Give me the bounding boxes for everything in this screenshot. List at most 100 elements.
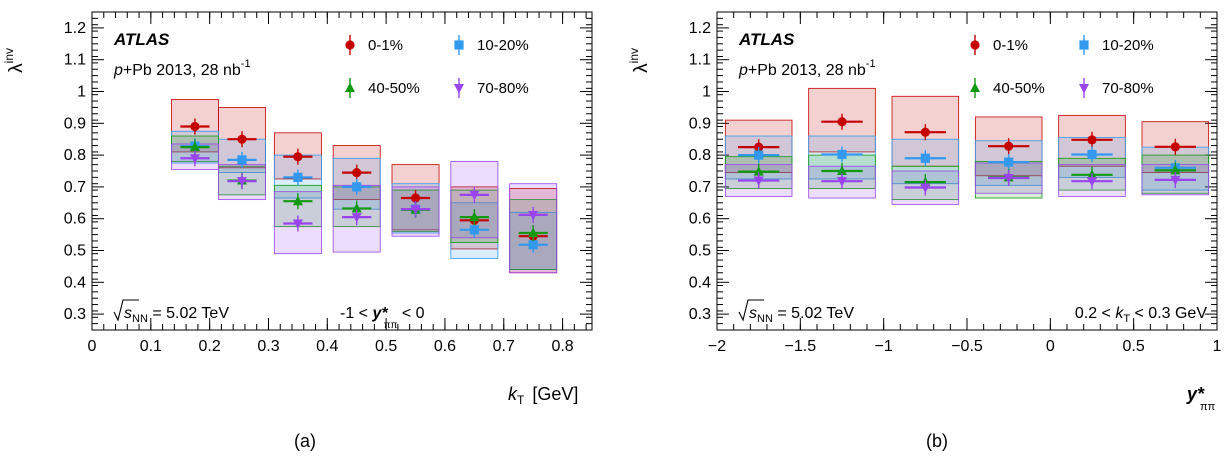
selection-label-sub: T bbox=[1123, 313, 1130, 325]
y-tick-label: 1.1 bbox=[64, 52, 86, 69]
panel-a-caption: (a) bbox=[294, 431, 316, 451]
marker-square bbox=[837, 149, 847, 160]
marker-triangle-down bbox=[237, 177, 247, 187]
atlas-label: ATLAS bbox=[113, 30, 170, 49]
y-tick-label: 0.5 bbox=[689, 243, 711, 260]
y-tick-label: 0.3 bbox=[64, 306, 86, 323]
marker-circle bbox=[1004, 141, 1014, 151]
y-tick-label: 0.9 bbox=[64, 115, 86, 132]
marker-circle bbox=[970, 40, 980, 50]
marker-square bbox=[1079, 40, 1089, 50]
x-tick-label: 1 bbox=[1213, 338, 1222, 355]
dataset-label-main: +Pb 2013, 28 nb bbox=[123, 62, 241, 79]
x-tick-label: 0 bbox=[88, 338, 97, 355]
y-tick-label: 1 bbox=[702, 84, 711, 101]
legend-label: 0-1% bbox=[993, 37, 1028, 54]
panel-b-caption: (b) bbox=[926, 431, 948, 451]
x-axis-label-main: y* bbox=[1186, 384, 1205, 404]
selection-label: 0.2 < kT < 0.3 GeV bbox=[1075, 305, 1207, 325]
y-tick-label: 0.9 bbox=[689, 115, 711, 132]
y-axis-label-main: λ bbox=[631, 63, 652, 73]
marker-circle bbox=[345, 40, 355, 50]
x-tick-label: −1.5 bbox=[785, 338, 817, 355]
marker-triangle-up bbox=[837, 165, 847, 175]
marker-triangle-down bbox=[528, 210, 539, 221]
legend-label: 40-50% bbox=[368, 80, 420, 97]
marker-triangle-down bbox=[920, 183, 931, 194]
selection-label-sub: ππ bbox=[384, 320, 398, 331]
marker-square bbox=[754, 150, 764, 160]
y-tick-label: 0.5 bbox=[64, 243, 86, 260]
y-tick-label: 0.7 bbox=[64, 179, 86, 196]
x-axis-label: y* ππ bbox=[1186, 384, 1216, 413]
dataset-label: p+Pb 2013, 28 nb-1 bbox=[113, 58, 251, 79]
legend-label: 70-80% bbox=[477, 80, 529, 97]
marker-square bbox=[920, 153, 930, 163]
selection-label-var: y* bbox=[371, 305, 388, 322]
y-axis-label: λinv bbox=[627, 48, 652, 73]
marker-triangle-up bbox=[1170, 164, 1181, 175]
y-tick-label: 0.8 bbox=[64, 147, 86, 164]
panel-b: (b) 0.3 0.4 0.5 0.6 0.7 0.8 0.9 1 1.1 1.2 −2 −1.5 −1… bbox=[627, 11, 1222, 451]
energy-label-value: = 5.02 TeV bbox=[773, 305, 854, 322]
marker-square bbox=[1087, 149, 1097, 160]
x-tick-label: 0 bbox=[1046, 338, 1055, 355]
selection-label: -1 < y* ππ < 0 bbox=[340, 305, 425, 331]
dataset-label-sup: -1 bbox=[241, 58, 251, 70]
y-tick-label: 0.8 bbox=[689, 147, 711, 164]
legend-label: 0-1% bbox=[368, 37, 403, 54]
dataset-label-sup: -1 bbox=[866, 58, 876, 70]
y-tick-label: 1.2 bbox=[689, 20, 711, 37]
energy-label-sub: NN bbox=[132, 313, 148, 325]
energy-label-s: s bbox=[749, 305, 757, 322]
energy-label: sNN = 5.02 TeV bbox=[124, 305, 229, 325]
dataset-label-main: +Pb 2013, 28 nb bbox=[748, 62, 866, 79]
y-tick-label: 0.7 bbox=[689, 179, 711, 196]
marker-triangle-down bbox=[1087, 177, 1097, 187]
x-tick-label: 0.1 bbox=[140, 338, 162, 355]
marker-triangle-down bbox=[753, 176, 764, 187]
y-tick-label: 0.6 bbox=[689, 211, 711, 228]
x-axis-label-sub: ππ bbox=[1200, 401, 1216, 413]
marker-circle bbox=[293, 152, 303, 162]
dataset-label-p: p bbox=[113, 62, 123, 79]
marker-circle bbox=[1170, 142, 1180, 152]
atlas-label: ATLAS bbox=[738, 30, 795, 49]
marker-triangle-down bbox=[351, 213, 362, 223]
marker-triangle-up bbox=[469, 211, 480, 222]
marker-triangle-down bbox=[292, 219, 303, 229]
marker-circle bbox=[920, 127, 930, 137]
x-tick-label: 0.6 bbox=[434, 338, 456, 355]
legend-label: 10-20% bbox=[1102, 37, 1154, 54]
sqrt-symbol bbox=[113, 299, 139, 322]
x-tick-label: 0.4 bbox=[316, 338, 338, 355]
marker-square bbox=[293, 172, 303, 182]
marker-square bbox=[237, 155, 247, 165]
marker-triangle-up bbox=[528, 227, 539, 238]
marker-triangle-down bbox=[837, 177, 847, 187]
x-axis-label: kT [GeV] bbox=[508, 384, 578, 407]
energy-label-value: = 5.02 TeV bbox=[148, 305, 229, 322]
legend-label: 70-80% bbox=[1102, 80, 1154, 97]
y-axis-label-sup: inv bbox=[627, 48, 641, 63]
x-tick-label: 0.5 bbox=[1123, 338, 1145, 355]
marker-circle bbox=[190, 121, 200, 132]
selection-label-post: < 0.3 GeV bbox=[1130, 305, 1207, 322]
marker-triangle-up bbox=[753, 166, 764, 176]
y-tick-label: 0.3 bbox=[689, 306, 711, 323]
x-tick-label: −2 bbox=[708, 338, 726, 355]
y-tick-label: 0.6 bbox=[64, 211, 86, 228]
x-axis-label-unit: [GeV] bbox=[532, 384, 578, 404]
marker-square bbox=[1004, 157, 1014, 167]
dataset-label: p+Pb 2013, 28 nb-1 bbox=[738, 58, 876, 79]
x-tick-label: −1 bbox=[875, 338, 893, 355]
y-axis-label-main: λ bbox=[6, 63, 27, 73]
y-tick-label: 1.1 bbox=[689, 52, 711, 69]
marker-triangle-down bbox=[1170, 175, 1181, 186]
marker-square bbox=[469, 225, 479, 235]
y-tick-label: 1.2 bbox=[64, 20, 86, 37]
y-tick-label: 1 bbox=[77, 84, 86, 101]
legend-label: 10-20% bbox=[477, 37, 529, 54]
selection-label-pre: -1 < bbox=[340, 305, 372, 322]
marker-triangle-up bbox=[970, 82, 980, 92]
